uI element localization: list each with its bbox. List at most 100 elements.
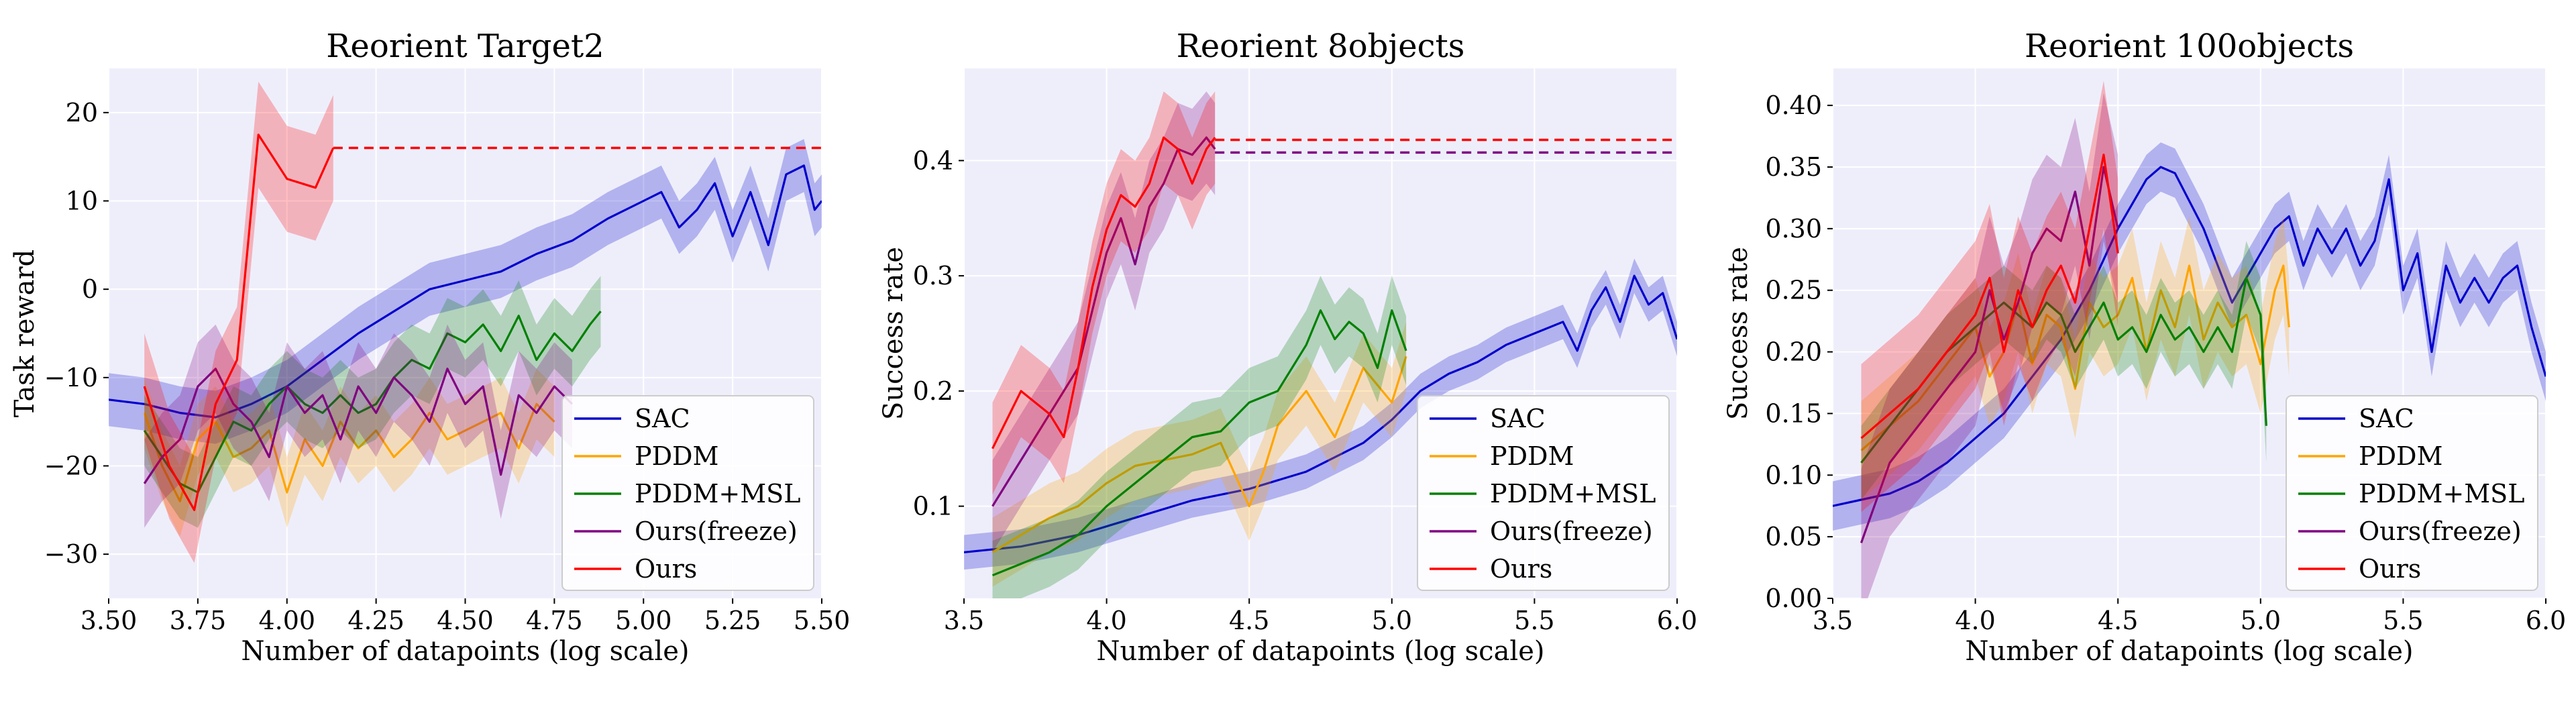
series-band-pddm [992,321,1407,587]
legend-label: Ours [2359,554,2421,584]
legend-label: Ours(freeze) [2359,517,2522,546]
series-layer [964,91,1677,598]
x-tick-label: 4.5 [2098,606,2138,635]
x-tick-label: 5.50 [794,606,851,635]
y-axis-label: Success rate [1723,247,1754,420]
x-tick-label: 4.0 [1086,606,1126,635]
x-tick-label: 6.0 [2526,606,2566,635]
legend-label: PDDM [635,441,718,471]
series-line-ours-freeze- [991,136,1216,507]
y-tick-label: 0.20 [1765,337,1822,367]
series-line-ours [1860,154,2119,439]
legend-label: SAC [1490,404,1546,433]
legend-label: Ours(freeze) [1490,517,1653,546]
series-line-sac [964,274,1677,553]
series-line-ours [991,136,1216,449]
series-band-ours-freeze- [144,324,572,528]
series-layer [109,81,822,563]
series-line-pddm-msl [1860,276,2267,464]
legend-label: PDDM+MSL [2359,479,2524,508]
x-tick-label: 5.5 [1514,606,1554,635]
series-band-pddm [1861,216,2290,500]
series-line-ours [143,133,335,511]
legend: SAC PDDM PDDM+MSL Ours(freeze) Ours [561,395,814,591]
y-tick-label: 0 [82,274,98,304]
legend-label: SAC [2359,404,2414,433]
y-tick-label: 10 [66,186,98,216]
legend: SAC PDDM PDDM+MSL Ours(freeze) Ours [2286,395,2538,591]
y-tick-label: −20 [44,451,98,481]
x-tick-label: 4.75 [526,606,583,635]
legend-label: PDDM+MSL [635,479,800,508]
series-band-ours [144,81,333,563]
series-line-sac [109,164,822,419]
x-tick-label: 4.5 [1229,606,1269,635]
x-tick-label: 4.00 [258,606,315,635]
series-band-ours [992,91,1216,495]
series-layer [1833,80,2546,598]
x-tick-label: 5.0 [1372,606,1412,635]
series-band-sac [1833,142,2546,531]
y-tick-label: 0.40 [1765,91,1822,120]
legend-label: SAC [635,404,690,433]
series-band-ours [1861,80,2118,513]
y-tick-label: 20 [66,98,98,127]
series-band-pddm-msl [1861,241,2267,500]
y-tick-label: 0.15 [1765,398,1822,428]
series-line-pddm-msl [991,309,1407,577]
series-band-ours-freeze- [1861,93,2118,598]
y-tick-label: 0.25 [1765,276,1822,305]
x-tick-label: 5.0 [2241,606,2281,635]
x-tick-label: 3.5 [944,606,984,635]
y-tick-label: 0.00 [1765,584,1822,613]
x-tick-label: 4.50 [437,606,494,635]
series-band-sac [964,258,1677,570]
x-axis-label: Number of datapoints (log scale) [1966,636,2414,667]
x-tick-label: 3.50 [80,606,138,635]
x-tick-label: 5.5 [2383,606,2423,635]
y-tick-label: 0.30 [1765,214,1822,244]
series-band-pddm-msl [144,276,601,528]
chart-panel-3: 3.5 4.0 4.5 5.0 5.5 6.0 0.00 0.05 0.10 0.15 0.20 0.… [1723,28,2566,667]
series-line-ours-freeze- [143,368,574,484]
x-tick-label: 3.75 [170,606,227,635]
x-tick-label: 4.0 [1955,606,1995,635]
series-line-pddm [991,356,1407,553]
series-band-pddm [144,368,555,537]
series-band-ours-freeze- [992,91,1216,553]
chart-panel-2: 3.5 4.0 4.5 5.0 5.5 6.0 0.1 0.2 0.3 0.4 Reorient 8… [878,28,1697,667]
chart-title: Reorient Target2 [326,28,604,65]
legend-box [2286,395,2538,591]
y-tick-label: 0.05 [1765,522,1822,551]
y-axis-label: Task reward [9,250,40,418]
chart-title: Reorient 100objects [2025,28,2354,65]
legend-label: Ours(freeze) [635,517,798,546]
y-tick-label: −30 [44,539,98,569]
legend-label: PDDM [2359,441,2443,471]
legend-label: PDDM+MSL [1490,479,1656,508]
series-line-pddm-msl [143,311,602,494]
y-tick-label: 0.10 [1765,460,1822,490]
legend-label: Ours [1490,554,1552,584]
y-tick-label: 0.35 [1765,152,1822,182]
legend: SAC PDDM PDDM+MSL Ours(freeze) Ours [1417,395,1670,591]
series-line-pddm [143,402,555,502]
series-line-ours-freeze- [1860,166,2119,543]
x-tick-label: 4.25 [347,606,405,635]
y-tick-label: 0.1 [913,492,953,521]
x-tick-label: 6.0 [1657,606,1697,635]
x-axis-label: Number of datapoints (log scale) [1097,636,1545,667]
x-tick-label: 5.25 [704,606,761,635]
legend-label: Ours [635,554,697,584]
y-tick-label: 0.2 [913,376,953,406]
x-tick-label: 3.5 [1813,606,1853,635]
chart-panel-1: 3.50 3.75 4.00 4.25 4.50 4.75 5.00 5.25 5.50 −30 −… [9,28,850,667]
x-tick-label: 5.00 [615,606,672,635]
series-line-sac [1833,166,2546,507]
y-tick-label: 0.4 [913,146,953,175]
x-axis-label: Number of datapoints (log scale) [241,636,690,667]
legend-box [561,395,814,591]
series-band-sac [109,139,822,444]
y-tick-label: 0.3 [913,261,953,290]
